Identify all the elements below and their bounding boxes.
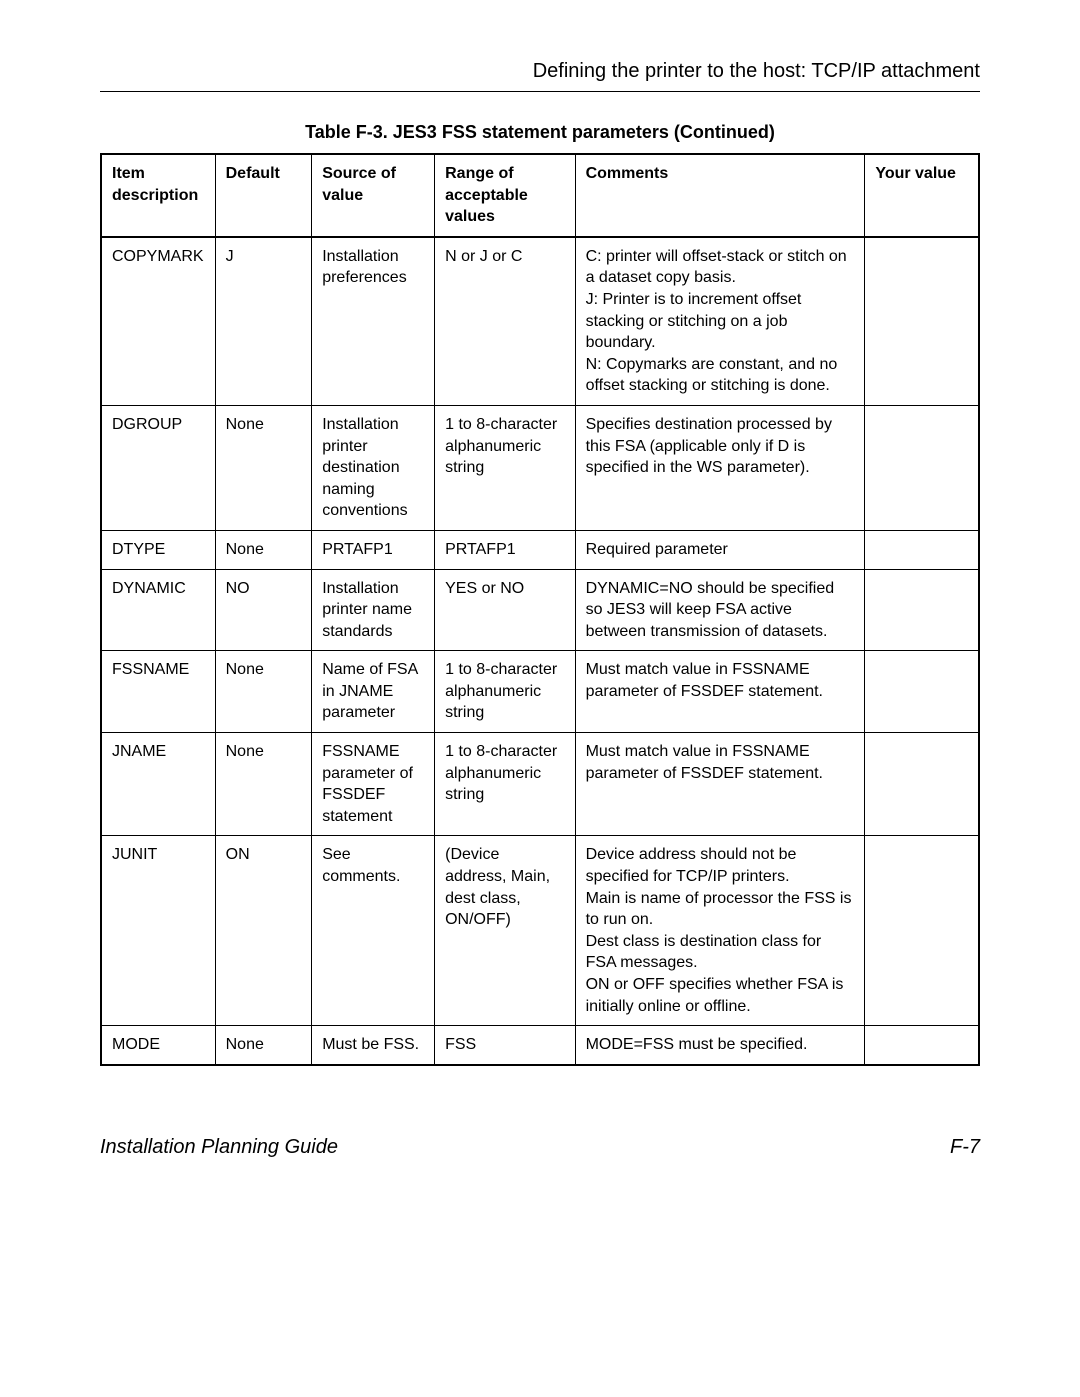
table-row: COPYMARKJInstallation preferencesN or J … (101, 237, 979, 406)
cell-item: DYNAMIC (101, 569, 215, 651)
cell-your (865, 569, 979, 651)
cell-item: JUNIT (101, 836, 215, 1026)
cell-range: 1 to 8-character alphanumeric string (435, 651, 575, 733)
cell-source: See comments. (312, 836, 435, 1026)
cell-item: JNAME (101, 733, 215, 836)
cell-comments: DYNAMIC=NO should be specified so JES3 w… (575, 569, 865, 651)
cell-source: PRTAFP1 (312, 530, 435, 569)
footer-right: F-7 (950, 1136, 980, 1159)
table-title: Table F-3. JES3 FSS statement parameters… (100, 122, 980, 143)
cell-comments: Specifies destination processed by this … (575, 405, 865, 530)
cell-item: FSSNAME (101, 651, 215, 733)
table-row: DGROUPNoneInstallation printer destinati… (101, 405, 979, 530)
header-rule (100, 91, 980, 92)
cell-range: (Device address, Main, dest class, ON/OF… (435, 836, 575, 1026)
table-row: DYNAMICNOInstallation printer name stand… (101, 569, 979, 651)
col-header-your: Your value (865, 154, 979, 237)
table-row: MODENoneMust be FSS.FSSMODE=FSS must be … (101, 1026, 979, 1065)
cell-default: None (215, 1026, 312, 1065)
cell-your (865, 405, 979, 530)
cell-source: Installation printer destination naming … (312, 405, 435, 530)
cell-comments: Required parameter (575, 530, 865, 569)
cell-comments: Device address should not be specified f… (575, 836, 865, 1026)
table-row: FSSNAMENoneName of FSA in JNAME paramete… (101, 651, 979, 733)
cell-range: FSS (435, 1026, 575, 1065)
cell-comments: MODE=FSS must be specified. (575, 1026, 865, 1065)
cell-source: Must be FSS. (312, 1026, 435, 1065)
col-header-default: Default (215, 154, 312, 237)
table-row: DTYPENonePRTAFP1PRTAFP1Required paramete… (101, 530, 979, 569)
col-header-range: Range of acceptable values (435, 154, 575, 237)
cell-your (865, 1026, 979, 1065)
page-container: Defining the printer to the host: TCP/IP… (0, 0, 1080, 1209)
cell-comments: C: printer will offset-stack or stitch o… (575, 237, 865, 406)
page-footer: Installation Planning Guide F-7 (100, 1136, 980, 1159)
cell-your (865, 733, 979, 836)
table-row: JUNITONSee comments.(Device address, Mai… (101, 836, 979, 1026)
table-body: COPYMARKJInstallation preferencesN or J … (101, 237, 979, 1065)
cell-range: PRTAFP1 (435, 530, 575, 569)
cell-item: MODE (101, 1026, 215, 1065)
cell-default: None (215, 405, 312, 530)
cell-item: DGROUP (101, 405, 215, 530)
cell-your (865, 651, 979, 733)
cell-your (865, 237, 979, 406)
cell-range: N or J or C (435, 237, 575, 406)
cell-source: FSSNAME parameter of FSSDEF statement (312, 733, 435, 836)
table-row: JNAMENoneFSSNAME parameter of FSSDEF sta… (101, 733, 979, 836)
cell-default: ON (215, 836, 312, 1026)
col-header-comments: Comments (575, 154, 865, 237)
cell-default: None (215, 530, 312, 569)
cell-comments: Must match value in FSSNAME parameter of… (575, 733, 865, 836)
footer-left: Installation Planning Guide (100, 1136, 338, 1159)
cell-default: J (215, 237, 312, 406)
cell-item: COPYMARK (101, 237, 215, 406)
cell-default: None (215, 651, 312, 733)
cell-your (865, 836, 979, 1026)
cell-source: Installation printer name standards (312, 569, 435, 651)
cell-item: DTYPE (101, 530, 215, 569)
cell-range: YES or NO (435, 569, 575, 651)
table-header-row: Item description Default Source of value… (101, 154, 979, 237)
cell-default: NO (215, 569, 312, 651)
cell-range: 1 to 8-character alphanumeric string (435, 405, 575, 530)
cell-source: Name of FSA in JNAME parameter (312, 651, 435, 733)
header-section-title: Defining the printer to the host: TCP/IP… (100, 60, 980, 83)
cell-range: 1 to 8-character alphanumeric string (435, 733, 575, 836)
parameters-table: Item description Default Source of value… (100, 153, 980, 1066)
col-header-item: Item description (101, 154, 215, 237)
cell-your (865, 530, 979, 569)
cell-comments: Must match value in FSSNAME parameter of… (575, 651, 865, 733)
col-header-source: Source of value (312, 154, 435, 237)
cell-default: None (215, 733, 312, 836)
cell-source: Installation preferences (312, 237, 435, 406)
